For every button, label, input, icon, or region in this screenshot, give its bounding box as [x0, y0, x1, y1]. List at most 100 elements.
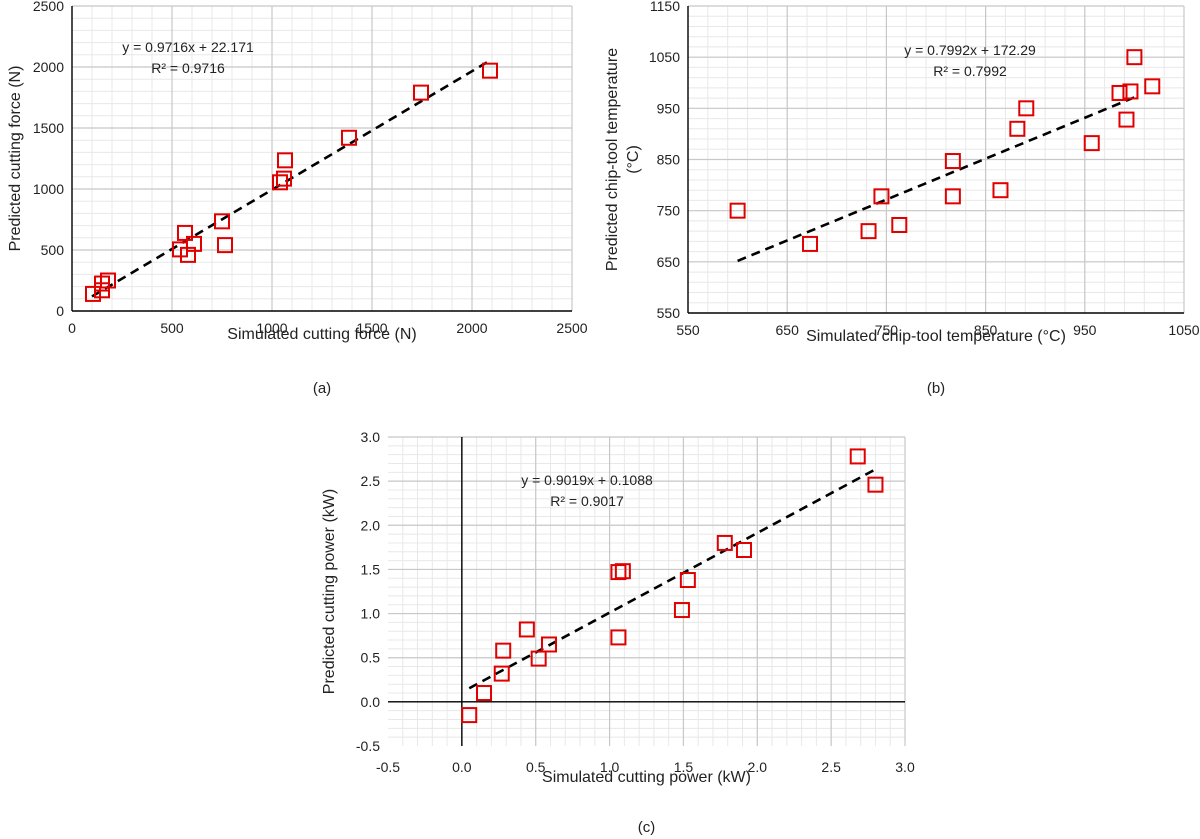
y-tick-label: 2500 — [33, 0, 64, 14]
y-axis-title: Predicted cutting force (N) — [7, 66, 24, 252]
data-point — [1122, 83, 1139, 100]
y-tick-label: 1.0 — [361, 606, 381, 622]
y-axis-title-line: (°C) — [625, 145, 642, 174]
r-squared-label: R² = 0.9716 — [151, 60, 225, 76]
data-point — [735, 542, 752, 559]
x-tick-label: 500 — [160, 320, 184, 336]
y-tick-label: 1050 — [649, 49, 680, 65]
data-point — [1144, 78, 1161, 95]
y-tick-label: 0.0 — [361, 694, 381, 710]
panel-label: (b) — [927, 380, 945, 397]
data-point — [849, 448, 866, 465]
data-point — [461, 707, 478, 724]
x-tick-label: 0.0 — [452, 759, 472, 775]
x-tick-label: 2.0 — [748, 759, 768, 775]
data-point — [716, 534, 733, 551]
y-tick-label: 550 — [657, 305, 681, 321]
y-tick-label: 0 — [56, 303, 64, 319]
y-tick-label: -0.5 — [356, 738, 380, 754]
trendline-equation: y = 0.7992x + 172.29 — [904, 42, 1036, 58]
x-tick-label: 3.0 — [895, 759, 915, 775]
data-point — [679, 572, 696, 589]
y-tick-label: 1.5 — [361, 561, 381, 577]
data-point — [85, 285, 101, 302]
data-point — [341, 129, 357, 146]
data-point — [614, 563, 631, 580]
x-tick-label: 1.0 — [600, 759, 620, 775]
x-tick-label: 750 — [875, 322, 899, 338]
x-tick-label: 1.5 — [674, 759, 694, 775]
panel-label: (c) — [638, 819, 656, 836]
chart-panel-b: 550 650 750 850 950 1050 550 650 750 850 950 1050 11… — [604, 0, 1200, 397]
data-point — [177, 224, 193, 241]
y-tick-label: 750 — [657, 203, 681, 219]
y-tick-label: 3.0 — [361, 429, 381, 445]
y-tick-label: 850 — [657, 152, 681, 168]
trendline-equation: y = 0.9716x + 22.171 — [122, 39, 254, 55]
x-tick-label: 650 — [776, 322, 800, 338]
x-tick-label: 0 — [68, 320, 76, 336]
x-tick-label: -0.5 — [376, 759, 400, 775]
y-tick-label: 2000 — [33, 59, 64, 75]
data-point — [214, 213, 230, 230]
x-axis-title: Simulated chip-tool temperature (°C) — [806, 328, 1066, 345]
x-axis-title: Simulated cutting power (kW) — [542, 769, 751, 786]
data-point — [1118, 111, 1135, 128]
data-point — [1111, 84, 1128, 101]
data-point — [541, 636, 558, 653]
y-axis-title-line: Predicted chip-tool temperature — [604, 48, 621, 271]
y-tick-label: 650 — [657, 254, 681, 270]
data-point — [100, 272, 116, 289]
data-point — [272, 174, 288, 191]
data-point — [867, 476, 884, 493]
y-axis-title: Predicted chip-tool temperature (°C) — [604, 48, 642, 271]
data-point — [1126, 49, 1143, 66]
data-point — [1009, 120, 1026, 137]
chart-panel-c: -0.5 0.0 0.5 1.0 1.5 2.0 2.5 3.0 -0.5 0.0 0.5 1.0 1.… — [321, 429, 915, 836]
r-squared-label: R² = 0.9017 — [550, 493, 624, 509]
y-axis-title: Predicted cutting power (kW) — [321, 489, 338, 694]
x-tick-label: 2.5 — [821, 759, 841, 775]
data-point — [530, 650, 547, 667]
y-axis-title-line: Predicted cutting force (N) — [7, 66, 24, 252]
y-tick-label: 2.0 — [361, 517, 381, 533]
data-point — [992, 182, 1009, 199]
data-point — [673, 602, 690, 619]
chart-panel-a: 0 500 1000 1500 2000 2500 0 500 1000 1500 2000 2500… — [7, 0, 588, 397]
y-tick-label: 2.5 — [361, 473, 381, 489]
data-point — [482, 62, 498, 79]
data-point — [1018, 100, 1035, 117]
data-point — [495, 642, 512, 659]
trendline — [468, 468, 877, 690]
data-point — [186, 235, 202, 252]
x-tick-label: 1050 — [1168, 322, 1199, 338]
x-tick-label: 2500 — [556, 320, 587, 336]
data-point — [610, 629, 627, 646]
y-tick-label: 500 — [41, 242, 65, 258]
data-point — [413, 84, 429, 101]
x-tick-label: 550 — [676, 322, 700, 338]
r-squared-label: R² = 0.7992 — [933, 63, 1007, 79]
data-point — [217, 237, 233, 254]
x-tick-label: 0.5 — [526, 759, 546, 775]
y-axis-title-line: Predicted cutting power (kW) — [321, 489, 338, 694]
trendline-equation: y = 0.9019x + 0.1088 — [521, 472, 653, 488]
data-point — [276, 170, 292, 187]
data-point — [802, 235, 819, 252]
data-point — [277, 152, 293, 169]
data-point — [610, 564, 627, 581]
x-axis-title: Simulated cutting force (N) — [227, 326, 416, 343]
panel-label: (a) — [313, 380, 331, 397]
y-tick-label: 1000 — [33, 181, 64, 197]
trendline — [737, 96, 1135, 263]
data-point — [944, 188, 961, 205]
y-tick-label: 950 — [657, 100, 681, 116]
data-point — [944, 153, 961, 170]
data-point — [1083, 135, 1100, 152]
data-point — [891, 216, 908, 233]
y-tick-label: 1500 — [33, 120, 64, 136]
data-point — [873, 188, 890, 205]
x-tick-label: 1500 — [356, 320, 387, 336]
x-tick-label: 2000 — [456, 320, 487, 336]
data-point — [729, 202, 746, 219]
